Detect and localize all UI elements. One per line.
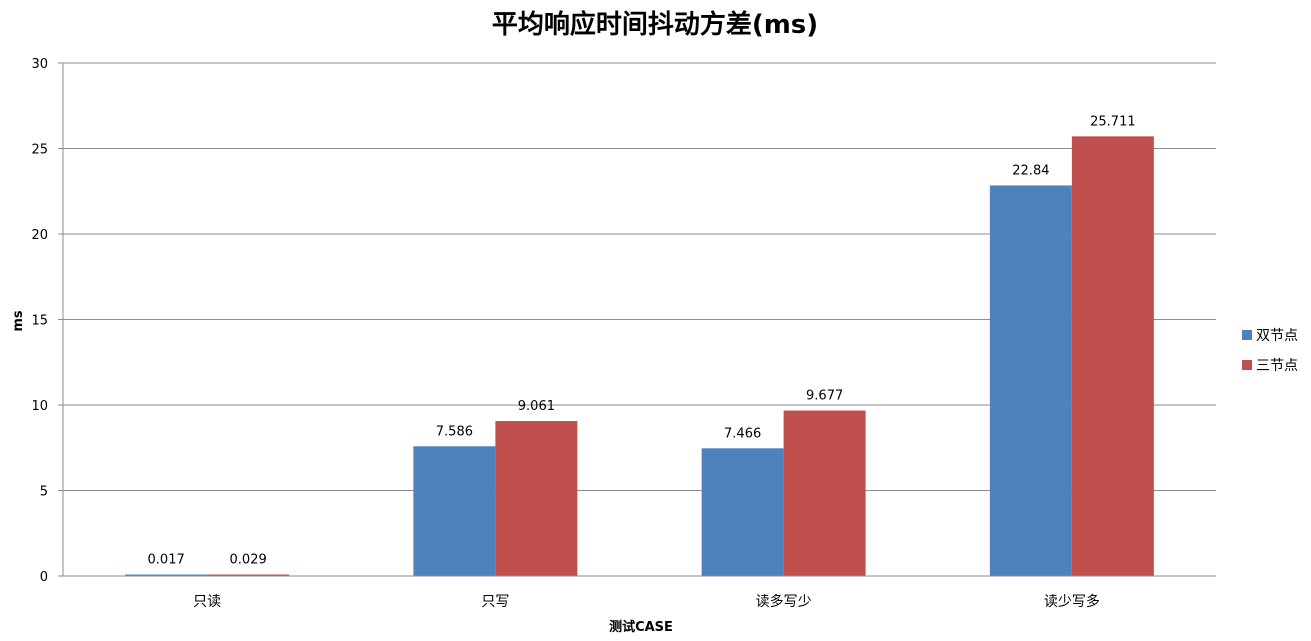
y-tick-label: 10 (31, 399, 48, 414)
data-labels: 0.017 0.029 7.586 9.061 7.466 9.677 22.84 25.71… (148, 114, 1136, 567)
y-tick-label: 15 (31, 314, 48, 329)
chart-title: 平均响应时间抖动方差(ms) (492, 9, 818, 40)
bar-series2 (207, 574, 290, 576)
data-label: 0.029 (230, 553, 267, 568)
bar-series2 (495, 421, 578, 576)
y-tick-label: 5 (40, 485, 48, 500)
y-tick-label: 30 (31, 57, 48, 72)
legend-label: 双节点 (1256, 328, 1298, 344)
y-axis-title: ms (11, 310, 26, 332)
data-label: 0.017 (148, 553, 185, 568)
bar-series1 (701, 448, 784, 576)
x-category-label: 读多写少 (756, 593, 812, 610)
bar-series1 (989, 185, 1072, 576)
data-label: 9.061 (518, 399, 555, 414)
data-label: 9.677 (806, 389, 843, 404)
data-label: 22.84 (1012, 163, 1049, 178)
x-category-label: 读少写多 (1044, 593, 1100, 610)
y-tick-label: 0 (40, 570, 48, 585)
x-category-label: 只写 (481, 594, 509, 610)
bar-series2 (1071, 136, 1154, 576)
y-tick-label: 20 (31, 228, 48, 243)
bars (125, 136, 1154, 576)
data-label: 25.711 (1090, 114, 1136, 129)
legend-label: 三节点 (1256, 358, 1298, 374)
x-axis-title: 测试CASE (609, 619, 673, 635)
y-axis-ticks: 0 5 10 15 20 25 30 (31, 57, 48, 585)
bar-series1 (413, 446, 496, 576)
legend-swatch (1242, 330, 1252, 340)
x-axis-categories: 只读 只写 读多写少 读少写多 (63, 575, 1216, 610)
legend-swatch (1242, 360, 1252, 370)
bar-series2 (783, 410, 866, 576)
data-label: 7.586 (436, 424, 473, 439)
y-tick-label: 25 (31, 143, 48, 158)
x-category-label: 只读 (193, 593, 221, 610)
data-label: 7.466 (724, 426, 761, 441)
bar-series1 (125, 574, 208, 576)
